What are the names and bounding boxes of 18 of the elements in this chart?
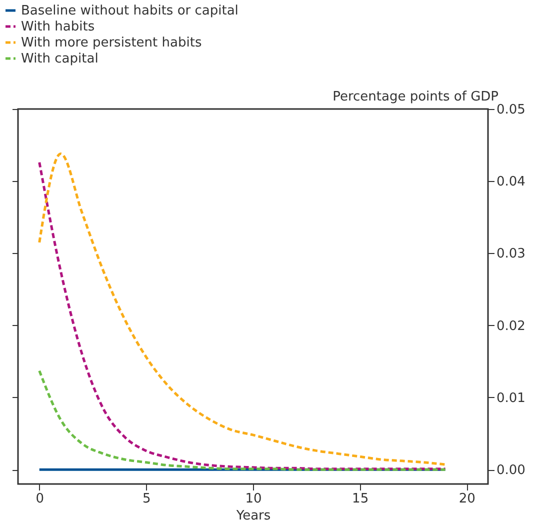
x-tick-label: 10 (245, 492, 262, 506)
legend-label: With capital (21, 52, 98, 66)
y-axis-title: Percentage points of GDP (332, 90, 499, 104)
x-axis-title: Years (235, 508, 271, 524)
legend-label: With more persistent habits (21, 36, 202, 50)
y-tick-label: 0.05 (496, 102, 526, 118)
line-series (38, 370, 447, 471)
x-tick-label: 15 (352, 492, 369, 506)
x-tick-label: 0 (36, 492, 44, 506)
y-tick-label: 0.00 (496, 463, 526, 478)
y-tick-label: 0.03 (496, 246, 526, 262)
legend-label: With habits (21, 20, 95, 34)
y-tick-label: 0.02 (496, 318, 526, 334)
x-tick-label: 5 (142, 492, 151, 506)
legend-label: Baseline without habits or capital (21, 4, 238, 18)
x-tick-label: 20 (458, 492, 476, 506)
y-tick-label: 0.01 (496, 390, 526, 406)
y-tick-label: 0.04 (496, 174, 526, 190)
